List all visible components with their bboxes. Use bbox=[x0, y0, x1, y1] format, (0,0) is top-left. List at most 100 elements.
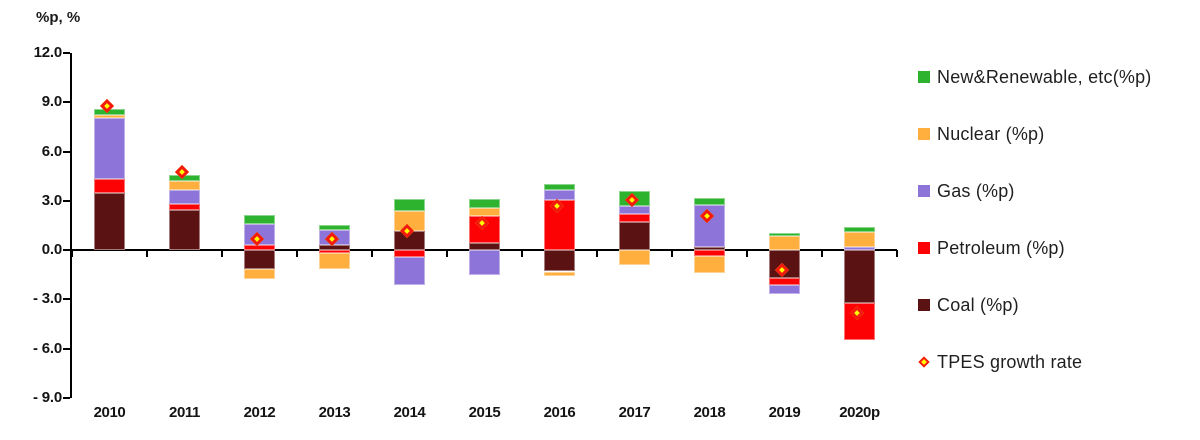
bar-segment-gas-2010 bbox=[94, 117, 125, 179]
bar-segment-nuclear-2020p bbox=[844, 232, 875, 247]
bar-segment-coal-2016 bbox=[544, 250, 575, 272]
bar-segment-petroleum-2012 bbox=[244, 245, 275, 251]
y-axis-tick-label: - 6.0 bbox=[32, 339, 62, 357]
y-axis-tick bbox=[63, 397, 70, 399]
bar-segment-renewables-2018 bbox=[694, 198, 725, 205]
x-axis-tick bbox=[896, 250, 898, 258]
bar-segment-coal-2011 bbox=[169, 209, 200, 251]
y-axis-tick-label: 12.0 bbox=[33, 44, 63, 61]
y-axis-line bbox=[70, 53, 72, 398]
y-axis-tick bbox=[63, 199, 70, 202]
bar-segment-renewables-2015 bbox=[469, 199, 500, 209]
x-axis-tick bbox=[521, 250, 523, 258]
x-axis-label-2012: 2012 bbox=[243, 404, 276, 421]
legend-item-4: Petroleum (%p) bbox=[918, 237, 1152, 259]
legend-square-swatch bbox=[918, 299, 930, 311]
x-axis-label-2017: 2017 bbox=[618, 404, 651, 421]
x-axis-label-2018: 2018 bbox=[693, 404, 726, 421]
x-axis-label-2015: 2015 bbox=[468, 404, 501, 421]
legend-square-swatch bbox=[918, 185, 930, 197]
y-axis-tick-label: 0.0 bbox=[41, 241, 62, 259]
bar-segment-renewables-2011 bbox=[169, 174, 200, 182]
y-axis-tick bbox=[63, 52, 70, 54]
bar-segment-coal-2020p bbox=[844, 250, 875, 303]
y-axis-tick-label: 6.0 bbox=[41, 142, 62, 160]
bar-segment-petroleum-2017 bbox=[619, 214, 650, 223]
bar-segment-gas-2019 bbox=[769, 284, 800, 295]
x-axis-label-2019: 2019 bbox=[768, 404, 801, 421]
bar-segment-renewables-2010 bbox=[94, 108, 125, 116]
legend-square-swatch bbox=[918, 242, 930, 254]
bar-segment-nuclear-2012 bbox=[244, 269, 275, 279]
bar-segment-nuclear-2014 bbox=[394, 210, 425, 232]
x-axis-tick bbox=[146, 250, 148, 258]
x-axis-tick bbox=[821, 250, 823, 258]
bar-segment-nuclear-2016 bbox=[544, 271, 575, 277]
bar-segment-renewables-2012 bbox=[244, 214, 275, 224]
legend-label: Nuclear (%p) bbox=[937, 123, 1045, 144]
x-axis-tick bbox=[746, 250, 748, 258]
bar-segment-gas-2020p bbox=[844, 246, 875, 251]
bar-segment-coal-2018 bbox=[694, 246, 725, 251]
y-axis-tick bbox=[63, 347, 70, 350]
bar-segment-coal-2010 bbox=[94, 192, 125, 251]
bar-segment-petroleum-2018 bbox=[694, 250, 725, 256]
bar-segment-renewables-2014 bbox=[394, 199, 425, 211]
legend-item-2: Nuclear (%p) bbox=[918, 123, 1152, 145]
bar-segment-nuclear-2018 bbox=[694, 255, 725, 274]
legend-square-swatch bbox=[918, 128, 930, 140]
bar-segment-coal-2015 bbox=[469, 242, 500, 251]
bar-segment-nuclear-2013 bbox=[319, 253, 350, 270]
bar-segment-renewables-2013 bbox=[319, 224, 350, 231]
x-axis-tick bbox=[371, 250, 373, 258]
y-axis-tick bbox=[63, 150, 70, 153]
legend-diamond-swatch bbox=[918, 356, 930, 368]
bar-segment-gas-2016 bbox=[544, 190, 575, 201]
chart-legend: New&Renewable, etc(%p) Nuclear (%p) Gas (%… bbox=[918, 66, 1152, 408]
y-axis-unit-label: %p, % bbox=[36, 9, 81, 26]
bar-segment-gas-2015 bbox=[469, 250, 500, 275]
bar-segment-renewables-2016 bbox=[544, 184, 575, 191]
bar-segment-gas-2011 bbox=[169, 190, 200, 205]
y-axis-tick-label: 9.0 bbox=[41, 93, 62, 111]
bar-segment-nuclear-2010 bbox=[94, 115, 125, 118]
bar-segment-petroleum-2014 bbox=[394, 250, 425, 257]
x-axis-label-2010: 2010 bbox=[93, 404, 126, 421]
bar-segment-gas-2014 bbox=[394, 256, 425, 285]
x-axis-label-2016: 2016 bbox=[543, 404, 576, 421]
y-axis-tick bbox=[63, 249, 70, 252]
bar-segment-nuclear-2019 bbox=[769, 236, 800, 251]
x-axis-tick bbox=[671, 250, 673, 258]
x-axis-label-2011: 2011 bbox=[169, 404, 200, 421]
bar-segment-petroleum-2010 bbox=[94, 178, 125, 193]
bar-segment-renewables-2020p bbox=[844, 227, 875, 233]
bar-segment-nuclear-2017 bbox=[619, 250, 650, 265]
y-axis-tick-label: - 9.0 bbox=[32, 389, 62, 406]
legend-label: Petroleum (%p) bbox=[937, 237, 1065, 258]
legend-item-6: TPES growth rate bbox=[918, 351, 1152, 373]
x-axis-tick bbox=[596, 250, 598, 258]
y-axis-tick bbox=[63, 298, 70, 301]
bar-segment-petroleum-2011 bbox=[169, 204, 200, 210]
y-axis-tick-label: 3.0 bbox=[41, 191, 62, 209]
x-axis-tick bbox=[296, 250, 298, 258]
bar-segment-petroleum-2019 bbox=[769, 278, 800, 285]
x-axis-tick bbox=[446, 250, 448, 258]
x-axis-label-2013: 2013 bbox=[318, 404, 351, 421]
x-axis-label-2014: 2014 bbox=[393, 404, 426, 421]
legend-label: New&Renewable, etc(%p) bbox=[937, 66, 1152, 87]
bar-segment-nuclear-2015 bbox=[469, 208, 500, 217]
legend-item-3: Gas (%p) bbox=[918, 180, 1152, 202]
bar-segment-gas-2017 bbox=[619, 205, 650, 214]
x-axis-tick bbox=[71, 250, 73, 258]
bar-segment-coal-2012 bbox=[244, 250, 275, 270]
bar-segment-petroleum-2013 bbox=[319, 250, 350, 254]
legend-square-swatch bbox=[918, 71, 930, 83]
bar-segment-nuclear-2011 bbox=[169, 181, 200, 191]
x-axis-label-2020p: 2020p bbox=[839, 404, 880, 421]
y-axis-tick-label: - 3.0 bbox=[32, 290, 62, 308]
bar-segment-renewables-2019 bbox=[769, 232, 800, 237]
bar-segment-coal-2013 bbox=[319, 245, 350, 251]
y-axis-tick bbox=[63, 101, 70, 104]
